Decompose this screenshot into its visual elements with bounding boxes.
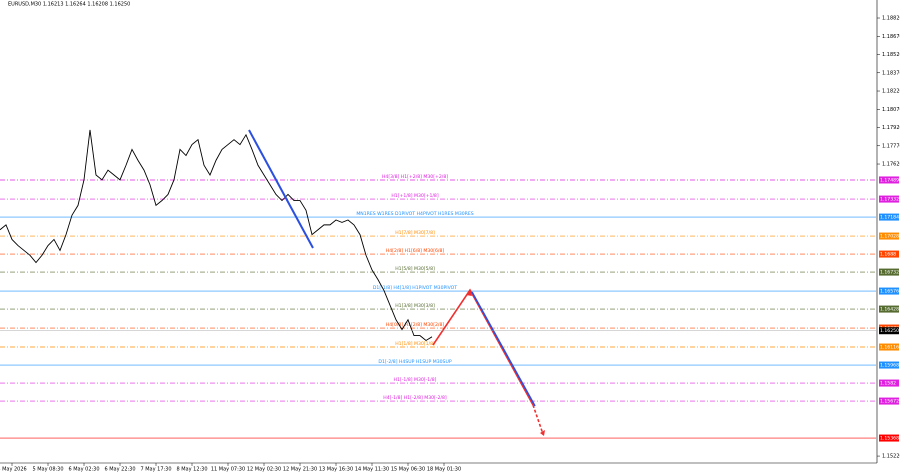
wave-line [471, 291, 536, 407]
price-line [0, 129, 433, 342]
x-tick-label: 14 May 11:30 [355, 467, 389, 473]
level-label: H1[-1/8] M30[-1/8] [394, 377, 437, 383]
y-tick-label: 1.15220 [882, 454, 900, 460]
level-price-box [879, 305, 899, 313]
level-price: 1.17028 [880, 234, 899, 240]
level-price: 1.17332 [880, 197, 899, 203]
level-price-box [879, 287, 899, 295]
level-price: 1.16732 [880, 270, 899, 276]
x-tick-label: 12 May 02:30 [247, 467, 281, 473]
level-price-box [879, 379, 899, 387]
forecast [248, 129, 545, 436]
level-price-box [879, 195, 899, 203]
level-price: 1.16576 [880, 289, 899, 295]
level-price: 1.17489 [880, 177, 899, 183]
y-tick-label: 1.18070 [882, 107, 900, 113]
level-label: H1[+1/8] M30[+1/8] [391, 193, 439, 199]
level-label: MN1RES W1RES D1PIVOT H4PIVOT H1RES M30RE… [356, 211, 473, 217]
y-tick-label: 1.17770 [882, 143, 900, 149]
symbol-header: EURUSD,M30 1.16213 1.16264 1.16208 1.162… [8, 2, 130, 8]
current-price: 1.16250 [880, 328, 899, 334]
level-label: H4[3/8] H1[+2/8] M30[+2/8] [382, 174, 448, 180]
forecast-dash [532, 404, 544, 435]
level-price-box [879, 213, 899, 221]
current-price-box [879, 327, 899, 335]
level-price: 1.15968 [880, 363, 899, 369]
level-label: D1[-2/8] H4SUP H1SUP M30SUP [378, 359, 451, 365]
level-label: H4[0/8] H1[2/8] M30[2/8] [386, 322, 445, 328]
x-tick-label: 13 May 16:30 [319, 467, 353, 473]
level-label: D1[-1/8] H4[1/8] H1PIVOT M30PIVOT [373, 285, 457, 291]
y-tick-label: 1.18370 [882, 70, 900, 76]
y-tick-label: 1.18220 [882, 89, 900, 95]
level-price-box [879, 434, 899, 442]
x-tick-label: 8 May 12:30 [176, 467, 207, 473]
level-price-box [879, 232, 899, 240]
level-label: H4[2/8] H1[6/8] M30[6/8] [386, 248, 445, 254]
plot [0, 129, 433, 342]
level-price: 1.1582 [880, 381, 896, 387]
y-tick-label: 1.17620 [882, 162, 900, 168]
level-price-box [879, 343, 899, 351]
x-tick-label: 4 May 2026 [0, 467, 27, 473]
level-price-box [879, 397, 899, 405]
level-price-box [879, 361, 899, 369]
y-tick-label: 1.17920 [882, 125, 900, 131]
x-tick-label: 7 May 17:30 [140, 467, 171, 473]
y-tick-label: 1.18820 [882, 16, 900, 22]
level-price: 1.1688 [880, 252, 896, 258]
level-price: 1.17184 [880, 215, 899, 221]
level-label: H1[1/8] M30[1/8] [395, 341, 435, 347]
y-tick-label: 1.18670 [882, 34, 900, 40]
level-price: 1.15368 [880, 436, 899, 442]
level-label: H1[5/8] M30[5/8] [395, 266, 435, 272]
x-tick-label: 6 May 02:30 [68, 467, 99, 473]
level-label: H1[3/8] M30[3/8] [395, 303, 435, 309]
x-tick-label: 6 May 22:30 [104, 467, 135, 473]
arrow-head [466, 289, 472, 296]
level-price-box [879, 250, 899, 258]
level-price-box [879, 268, 899, 276]
levels: H4[3/8] H1[+2/8] M30[+2/8] H1[+1/8] M30[+… [0, 174, 876, 439]
wave-line [248, 129, 314, 249]
level-price-box [879, 176, 899, 184]
x-tick-label: 15 May 06:30 [391, 467, 425, 473]
arrow-head [540, 430, 545, 436]
level-price: 1.15672 [880, 399, 899, 405]
level-price: 1.16428 [880, 307, 899, 313]
x-tick-label: 12 May 21:30 [283, 467, 317, 473]
level-label: H4[-1/8] H1[-2/8] M30[-2/8] [383, 395, 447, 401]
x-tick-label: 18 May 01:30 [427, 467, 461, 473]
level-price: 1.16116 [880, 345, 899, 351]
y-tick-label: 1.18520 [882, 52, 900, 58]
level-label: H1[7/8] M30[7/8] [395, 230, 435, 236]
x-tick-label: 5 May 08:30 [32, 467, 63, 473]
x-tick-label: 11 May 07:30 [211, 467, 245, 473]
